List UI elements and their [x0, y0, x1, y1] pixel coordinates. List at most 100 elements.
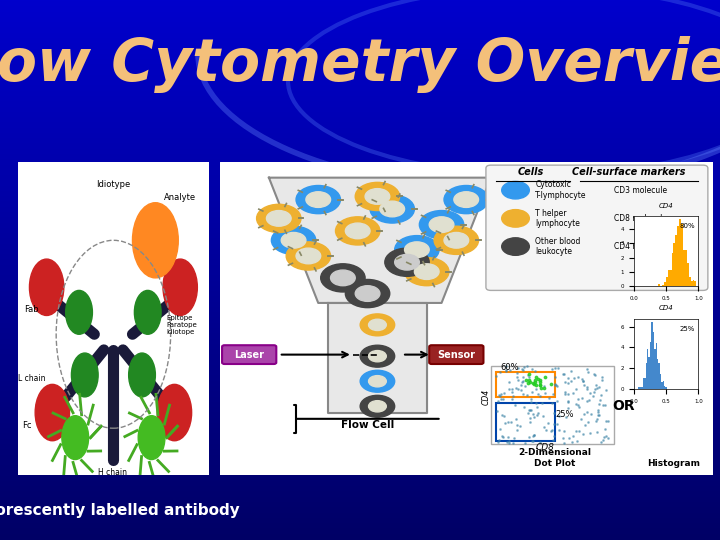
Point	[589, 385, 600, 394]
Point	[595, 390, 606, 399]
Point	[582, 368, 594, 377]
Point	[546, 365, 558, 374]
Point	[503, 437, 515, 446]
Point	[511, 426, 523, 435]
Point	[528, 430, 540, 439]
Point	[490, 372, 502, 380]
Point	[494, 392, 505, 400]
Point	[599, 401, 611, 410]
Point	[558, 439, 570, 448]
Point	[538, 384, 549, 393]
Circle shape	[71, 353, 98, 397]
Point	[597, 373, 608, 382]
Point	[523, 405, 534, 414]
Point	[585, 409, 596, 418]
Point	[503, 438, 515, 447]
Point	[512, 385, 523, 394]
Bar	[647, 349, 649, 389]
Circle shape	[429, 217, 454, 232]
Circle shape	[369, 350, 387, 362]
Point	[513, 363, 524, 372]
Circle shape	[419, 211, 464, 239]
Bar	[643, 377, 644, 389]
Point	[592, 406, 603, 415]
Point	[572, 373, 584, 381]
Point	[517, 373, 528, 381]
Point	[500, 366, 512, 375]
Point	[492, 396, 504, 405]
Bar	[642, 387, 643, 389]
Text: 25%: 25%	[680, 326, 696, 332]
Point	[498, 394, 509, 403]
Bar	[644, 377, 646, 389]
Point	[531, 384, 542, 393]
Point	[530, 381, 541, 389]
Text: 2-Dimensional
Dot Plot: 2-Dimensional Dot Plot	[518, 448, 591, 468]
Text: Flow Cytometry Overview: Flow Cytometry Overview	[0, 36, 720, 93]
Point	[539, 389, 551, 397]
Point	[559, 390, 571, 399]
Point	[572, 400, 584, 409]
Circle shape	[369, 401, 387, 412]
Point	[495, 424, 506, 433]
Point	[582, 383, 593, 391]
Bar	[670, 269, 672, 286]
Point	[499, 418, 510, 427]
Point	[503, 385, 514, 394]
Point	[573, 403, 585, 411]
Text: Cell-surface markers: Cell-surface markers	[572, 166, 685, 177]
Point	[562, 389, 573, 398]
Text: 25%: 25%	[555, 410, 573, 419]
Text: Analyte: Analyte	[164, 193, 197, 201]
Point	[584, 429, 595, 437]
Circle shape	[330, 270, 355, 286]
Circle shape	[395, 235, 439, 264]
Point	[581, 384, 593, 393]
Point	[572, 395, 584, 403]
Point	[598, 401, 609, 410]
Point	[548, 420, 559, 429]
Point	[581, 408, 593, 416]
Bar	[689, 278, 690, 286]
Circle shape	[163, 259, 197, 315]
Circle shape	[502, 238, 529, 255]
Point	[504, 366, 516, 375]
Point	[568, 373, 580, 382]
Point	[536, 399, 548, 408]
Point	[494, 436, 505, 444]
Text: Other blood
leukocyte: Other blood leukocyte	[535, 237, 580, 256]
Bar	[639, 387, 640, 389]
Point	[495, 395, 507, 403]
Point	[516, 386, 527, 395]
Text: Histogram: Histogram	[647, 459, 700, 468]
Point	[558, 369, 570, 378]
Point	[562, 379, 573, 387]
Point	[527, 437, 539, 445]
Point	[576, 414, 588, 423]
Bar	[664, 386, 665, 389]
Point	[593, 400, 605, 409]
Point	[600, 424, 611, 433]
Circle shape	[395, 254, 419, 270]
Text: Fab: Fab	[24, 305, 38, 314]
Circle shape	[346, 223, 370, 239]
Bar	[654, 349, 655, 389]
Point	[544, 393, 555, 402]
Bar	[657, 359, 658, 389]
Bar	[687, 263, 689, 286]
Point	[534, 438, 546, 447]
Point	[525, 414, 536, 423]
Point	[577, 377, 589, 386]
Point	[526, 364, 538, 373]
Point	[592, 383, 603, 392]
Bar	[666, 278, 667, 286]
Point	[500, 362, 512, 370]
Point	[534, 381, 546, 389]
Point	[525, 417, 536, 426]
Point	[590, 381, 602, 389]
Point	[526, 406, 537, 415]
Point	[493, 391, 505, 400]
Point	[552, 382, 563, 390]
Circle shape	[502, 181, 529, 199]
Point	[545, 379, 557, 388]
